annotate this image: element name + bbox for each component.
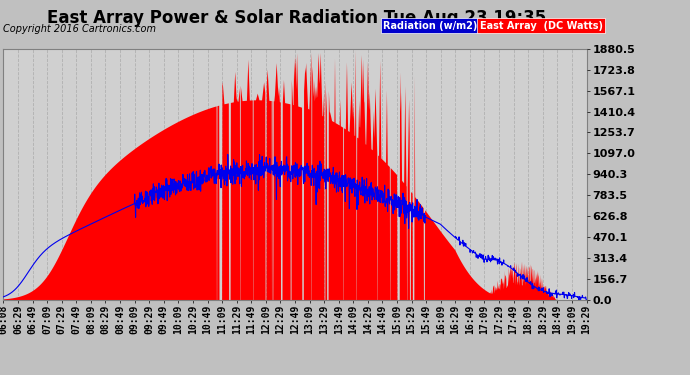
Text: East Array  (DC Watts): East Array (DC Watts) — [480, 21, 602, 31]
Text: Copyright 2016 Cartronics.com: Copyright 2016 Cartronics.com — [3, 24, 157, 34]
Text: East Array Power & Solar Radiation Tue Aug 23 19:35: East Array Power & Solar Radiation Tue A… — [47, 9, 546, 27]
Text: Radiation (w/m2): Radiation (w/m2) — [383, 21, 477, 31]
